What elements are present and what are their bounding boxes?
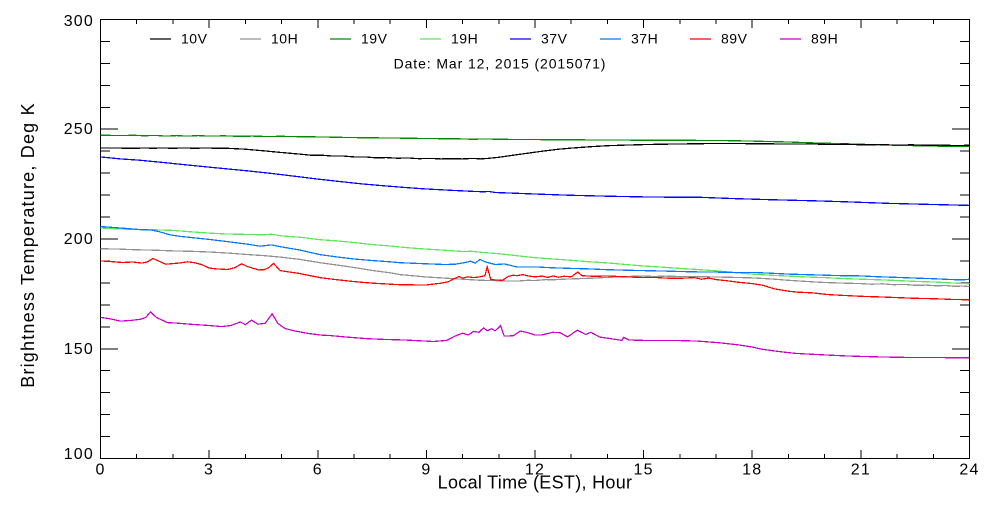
svg-text:300: 300 (64, 13, 94, 30)
svg-text:Date: Mar 12, 2015 (2015071): Date: Mar 12, 2015 (2015071) (394, 56, 607, 72)
svg-text:24: 24 (959, 462, 979, 479)
svg-text:10V: 10V (181, 31, 208, 47)
svg-text:37H: 37H (631, 31, 658, 47)
svg-text:89H: 89H (811, 31, 838, 47)
svg-text:250: 250 (64, 121, 94, 138)
svg-text:10H: 10H (271, 31, 298, 47)
svg-text:Brightness Temperature, Deg K: Brightness Temperature, Deg K (18, 102, 38, 388)
svg-text:15: 15 (633, 462, 653, 479)
svg-text:Local Time (EST), Hour: Local Time (EST), Hour (438, 473, 633, 493)
svg-text:19V: 19V (361, 31, 388, 47)
svg-text:21: 21 (851, 462, 871, 479)
svg-text:0: 0 (95, 462, 105, 479)
svg-text:18: 18 (742, 462, 762, 479)
svg-text:37V: 37V (541, 31, 568, 47)
svg-text:9: 9 (421, 462, 431, 479)
svg-text:19H: 19H (451, 31, 478, 47)
svg-text:200: 200 (64, 231, 94, 248)
svg-text:100: 100 (64, 446, 94, 463)
svg-text:89V: 89V (721, 31, 748, 47)
svg-text:150: 150 (64, 341, 94, 358)
svg-text:6: 6 (313, 462, 323, 479)
svg-text:12: 12 (525, 462, 545, 479)
svg-text:3: 3 (204, 462, 214, 479)
